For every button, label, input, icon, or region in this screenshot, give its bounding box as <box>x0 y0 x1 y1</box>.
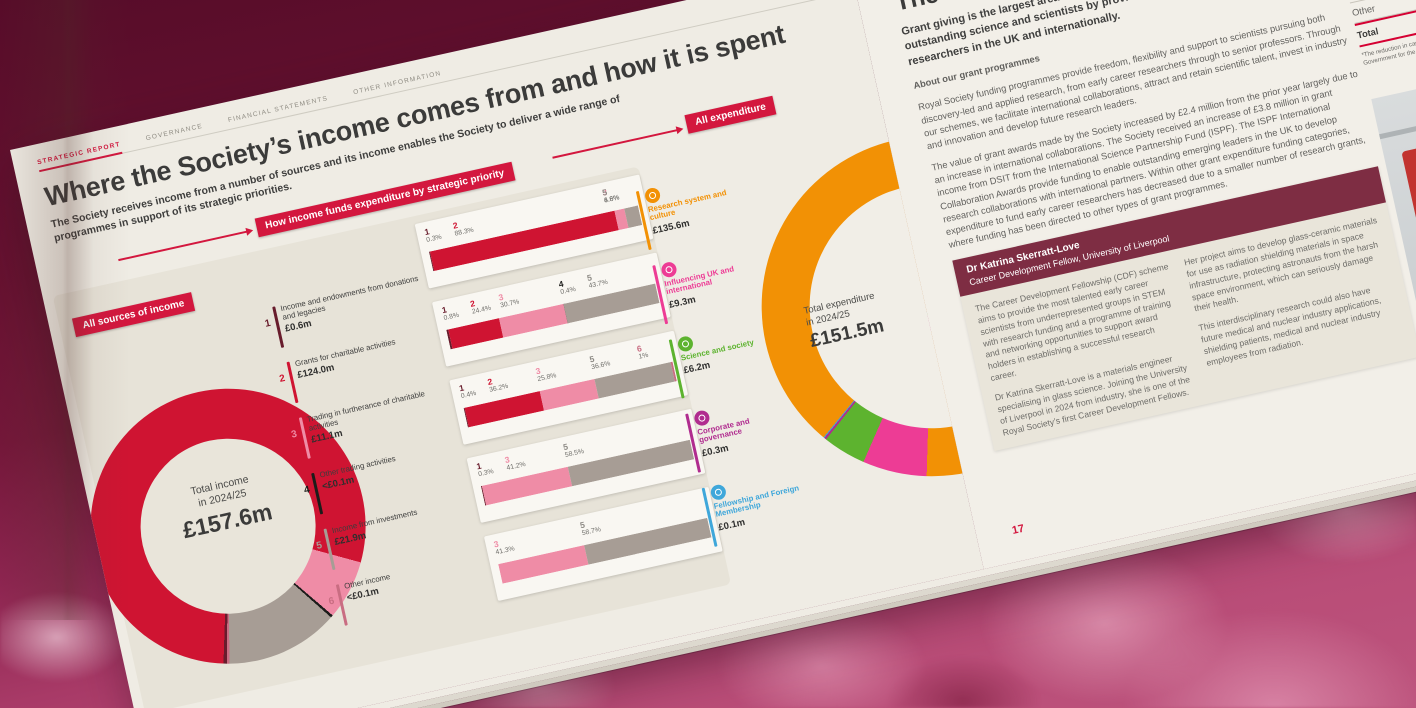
bar-segment-label: 5 36.6% <box>588 348 626 372</box>
income-source-text: Other income <£0.1m <box>343 570 401 636</box>
bar-segment-label: 2 36.2% <box>486 370 524 394</box>
bar-segment-label: 5 6.6% <box>601 181 638 205</box>
tab-financial-statements[interactable]: FINANCIAL STATEMENTS <box>227 95 329 124</box>
globe-icon <box>659 260 678 279</box>
research-icon <box>643 186 662 204</box>
red-cabinet <box>1401 135 1416 279</box>
flow-arrow <box>552 128 678 159</box>
bar-segment-label: 3 41.3% <box>493 533 530 557</box>
flow-arrow <box>118 230 248 261</box>
bar-segment-label: 3 25.8% <box>535 360 572 384</box>
governance-icon <box>692 408 711 427</box>
bar-segment-label: 3 41.2% <box>504 448 541 472</box>
fellowship-icon <box>709 482 728 501</box>
ribbon-all-expenditure: All expenditure <box>684 95 777 134</box>
bar-segment-label: 5 58.7% <box>579 514 616 538</box>
lab-shelf <box>1379 91 1416 140</box>
bar-segment-label: 5 43.7% <box>586 266 623 290</box>
bar-segment-label: 2 88.3% <box>452 214 489 238</box>
bar-segment-label: 6 1% <box>636 337 673 361</box>
flask-icon <box>676 334 695 353</box>
tab-other-information[interactable]: OTHER INFORMATION <box>352 69 443 97</box>
page-number: 17 <box>1010 522 1026 537</box>
bar-segment-label: 5 58.5% <box>562 436 599 460</box>
tab-governance[interactable]: GOVERNANCE <box>145 122 204 143</box>
bar-segment-label: 3 30.7% <box>497 286 535 310</box>
